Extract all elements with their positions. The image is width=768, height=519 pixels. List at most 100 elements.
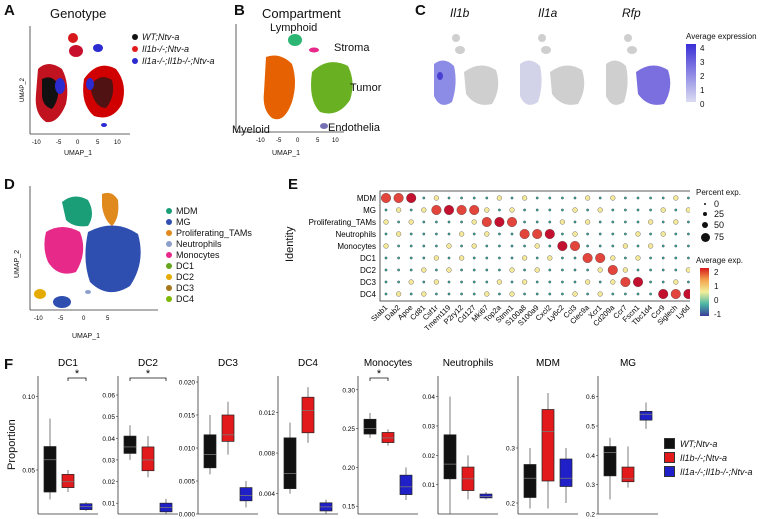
dot-DC3-Clec9a xyxy=(585,279,591,285)
dot-DC4-Tbc1d4 xyxy=(649,292,652,296)
dot-MDM-Cd209a xyxy=(610,195,616,201)
identity-label: DC4 xyxy=(360,290,377,299)
colorbar-tick: 1 xyxy=(700,86,705,95)
y-tick-label: 0.30 xyxy=(342,387,355,394)
dot-DC3-S100a9 xyxy=(535,280,539,284)
legend-label: Il1a-/-;Il1b-/-;Ntv-a xyxy=(142,56,215,66)
legend-item: DC2 xyxy=(166,272,194,282)
identity-label: MG xyxy=(363,206,376,215)
dot-DC1-Ccr9 xyxy=(661,256,665,260)
box-WT;Ntv-a xyxy=(603,446,617,477)
dot-MG-Apoe xyxy=(409,208,413,212)
dot-DC1-S100a8 xyxy=(522,255,528,261)
y-tick-label: 0.4 xyxy=(586,453,595,460)
dot-Proliferating_TAMs-Csf1r xyxy=(435,220,438,224)
legend-label: Monocytes xyxy=(176,250,220,260)
dot-DC2-Ccr9 xyxy=(661,268,665,272)
dot-Proliferating_TAMs-Apoe xyxy=(408,219,414,225)
color-legend-ticks: 2 1 0 -1 xyxy=(714,266,721,322)
dot-DC1-Cd209a xyxy=(610,255,616,261)
dot-DC2-Clec9a xyxy=(586,268,589,272)
dot-Monocytes-Fscn1 xyxy=(636,244,640,248)
dc2-cluster xyxy=(34,289,46,299)
y-tick-label: 0.3 xyxy=(506,446,515,453)
y-tick-label: 0.6 xyxy=(586,394,595,401)
dot-Proliferating_TAMs-Stab1 xyxy=(383,219,389,225)
dot-Monocytes-Tmem119 xyxy=(446,243,452,249)
box-Il1b-/-;Ntv-a xyxy=(541,409,555,482)
legend-label: MDM xyxy=(176,206,198,216)
dot-Neutrophils-Ly6d xyxy=(687,232,690,236)
dot-DC2-Ly6d xyxy=(685,267,690,273)
dot-MG-Cd81 xyxy=(421,207,427,213)
dot-Monocytes-Mki67 xyxy=(485,244,489,248)
dot-Monocytes-Clec9a xyxy=(586,244,589,248)
y-tick-label: 0.20 xyxy=(342,465,355,472)
dot-Neutrophils-Tbc1d4 xyxy=(649,232,652,236)
label-tumor: Tumor xyxy=(350,82,382,94)
dot-Proliferating_TAMs-S100a9 xyxy=(535,220,539,224)
dot-DC4-Siglech xyxy=(670,289,681,299)
dot-Neutrophils-Ccl3 xyxy=(572,231,578,237)
gene-il1b: Il1b xyxy=(450,6,470,20)
legend-label: DC1 xyxy=(176,261,195,271)
dot-MG-Ccl3 xyxy=(572,207,578,213)
significance-bracket xyxy=(129,377,167,381)
dot-DC3-Ccr7 xyxy=(620,277,631,287)
dot-DC1-Ccl3 xyxy=(573,256,577,260)
cluster-endothelia xyxy=(101,123,107,127)
box-plots: DC10.050.10*DC20.010.020.030.040.050.06*… xyxy=(22,358,658,519)
legend-item: DC3 xyxy=(166,283,194,293)
y-tick-label: 0.5 xyxy=(586,424,595,431)
dot-DC1-Stab1 xyxy=(384,256,388,260)
colorbar-tick: 0 xyxy=(700,100,705,109)
dot-MDM-Fscn1 xyxy=(636,196,640,200)
dot-DC3-Ccr9 xyxy=(661,280,665,284)
dot-DC4-Top2a xyxy=(498,292,501,296)
dot-DC1-Cd127 xyxy=(472,256,476,260)
dot-DC4-S100a8 xyxy=(523,292,526,296)
box-Il1b-/-;Ntv-a xyxy=(141,446,155,472)
dot-Neutrophils-Cxcl2 xyxy=(544,229,555,239)
dot-MDM-Xcr1 xyxy=(598,196,602,200)
y-tick-label: 0.010 xyxy=(179,446,196,453)
dot-DC4-S100a9 xyxy=(535,292,539,296)
dot-Monocytes-Ly6d xyxy=(687,244,690,248)
dot-MDM-Cxcl2 xyxy=(548,196,552,200)
dot-MG-Csf1r xyxy=(431,205,442,215)
legend-dot xyxy=(166,296,172,302)
dot-MG-S100a8 xyxy=(523,208,526,212)
mdm-cluster xyxy=(62,196,92,227)
panel-a-umap: -10 -5 0 5 10 UMAP_2 xyxy=(20,26,130,146)
size-label: 0 xyxy=(714,199,720,209)
dot-DC4-Dab2 xyxy=(396,291,402,297)
plot-frame xyxy=(379,190,690,302)
dot-Monocytes-Cd127 xyxy=(471,243,477,249)
dot-MG-Ly6c2 xyxy=(561,208,564,212)
box-Il1a-/-;Il1b-/-;Ntv-a xyxy=(239,487,253,502)
expression-colorbar xyxy=(686,44,696,102)
size-legend-item: 25 xyxy=(700,209,724,219)
dot-MDM-Siglech xyxy=(673,195,679,201)
dot-DC2-Cd209a xyxy=(607,265,618,275)
dot-Proliferating_TAMs-Cd127 xyxy=(471,219,477,225)
significance-bracket xyxy=(67,377,87,381)
dot-DC1-Dab2 xyxy=(397,256,400,260)
dot-MG-Cd209a xyxy=(611,208,615,212)
dot-MG-Dab2 xyxy=(396,207,402,213)
dot-DC3-Tbc1d4 xyxy=(649,280,652,284)
legend-item: Il1a-/-;Il1b-/-;Ntv-a xyxy=(664,466,753,477)
y-tick-label: 0.06 xyxy=(102,392,115,399)
gene-il1a: Il1a xyxy=(538,6,558,20)
y-tick-label: 0.020 xyxy=(179,380,196,387)
size-label: 25 xyxy=(714,209,725,219)
legend-dot xyxy=(166,208,172,214)
y-tick-label: 0.02 xyxy=(422,453,435,460)
dot-Neutrophils-P2ry12 xyxy=(459,231,465,237)
panel-c-letter: C xyxy=(415,2,426,19)
identity-label: DC1 xyxy=(360,254,377,263)
dot-Neutrophils-Tmem119 xyxy=(447,232,451,236)
dot-DC1-S100a9 xyxy=(535,256,539,260)
significance-star: * xyxy=(146,368,151,380)
dot-DC2-Ccl3 xyxy=(573,268,577,272)
